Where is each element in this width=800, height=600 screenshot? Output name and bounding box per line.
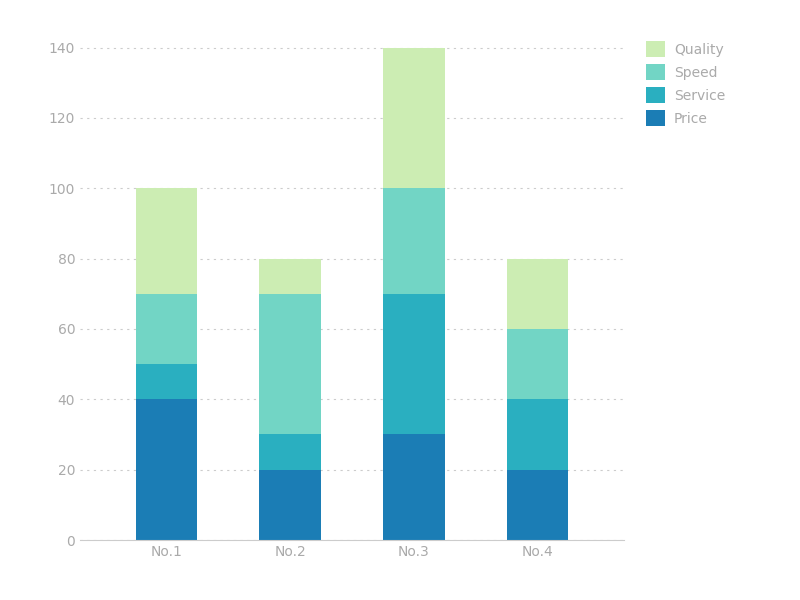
Bar: [506, 400, 568, 470]
Bar: [259, 259, 321, 294]
Bar: [136, 294, 198, 364]
Bar: [383, 294, 445, 434]
Legend: Quality, Speed, Service, Price: Quality, Speed, Service, Price: [642, 37, 729, 130]
Bar: [383, 434, 445, 540]
Bar: [259, 434, 321, 470]
Bar: [383, 188, 445, 294]
Bar: [506, 470, 568, 540]
Bar: [506, 259, 568, 329]
Bar: [506, 329, 568, 400]
Bar: [136, 400, 198, 540]
Bar: [136, 188, 198, 294]
Bar: [383, 47, 445, 188]
Bar: [136, 364, 198, 400]
Bar: [259, 470, 321, 540]
Bar: [259, 294, 321, 434]
